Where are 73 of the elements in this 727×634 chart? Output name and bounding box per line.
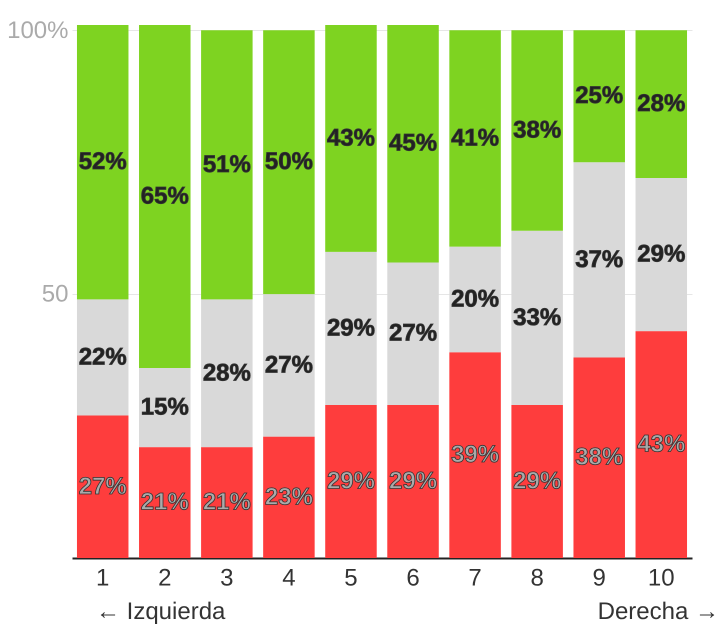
- data-label: 23%: [264, 483, 313, 510]
- data-label: 28%: [637, 90, 686, 118]
- x-tick-label: 10: [648, 564, 675, 592]
- bar: [449, 30, 501, 247]
- x-tick-label: 8: [530, 564, 544, 592]
- data-label: 51%: [202, 150, 251, 178]
- bar: [76, 25, 128, 300]
- bar: [263, 436, 315, 558]
- data-label: 33%: [513, 304, 562, 331]
- data-label: 27%: [264, 351, 313, 378]
- x-tick-label: 1: [96, 564, 110, 592]
- data-label: 29%: [326, 314, 375, 342]
- x-tick-label: 5: [344, 564, 358, 592]
- data-label: 29%: [326, 467, 375, 494]
- data-label: 27%: [78, 472, 127, 500]
- data-label: 21%: [202, 488, 251, 516]
- bar: [139, 447, 191, 558]
- bar: [636, 30, 688, 178]
- bar: [201, 30, 253, 300]
- text: Derecha →: [598, 598, 719, 626]
- data-label: 28%: [202, 359, 251, 386]
- bar: [511, 230, 563, 405]
- data-label: 20%: [451, 285, 500, 312]
- bar: [511, 30, 563, 231]
- data-label: 38%: [513, 116, 562, 144]
- data-label: 21%: [140, 488, 189, 516]
- data-label: 38%: [575, 444, 624, 471]
- data-label: 39%: [451, 441, 500, 468]
- bar: [263, 294, 315, 437]
- bar: [139, 25, 191, 368]
- bar: [573, 162, 625, 358]
- bar: [325, 404, 377, 558]
- bar: [511, 404, 563, 558]
- x-tick-label: 3: [220, 564, 234, 592]
- data-label: 43%: [326, 124, 375, 152]
- y-tick-label: 50: [42, 280, 68, 308]
- data-label: 29%: [513, 467, 562, 494]
- data-label: 65%: [140, 182, 189, 210]
- data-label: 25%: [575, 82, 624, 110]
- x-tick-label: 4: [282, 564, 296, 592]
- bar: [449, 352, 501, 558]
- x-tick-label: 7: [468, 564, 482, 592]
- x-tick-label: 2: [158, 564, 172, 592]
- data-label: 45%: [389, 130, 438, 157]
- bar: [325, 252, 377, 405]
- bar: [76, 299, 128, 416]
- bar: [325, 25, 377, 252]
- bar: [387, 262, 439, 405]
- data-label: 37%: [575, 246, 624, 273]
- text: ← Izquierda: [96, 598, 226, 626]
- data-label: 50%: [264, 148, 313, 176]
- bar: [201, 447, 253, 558]
- data-label: 22%: [78, 343, 127, 370]
- data-label: 29%: [637, 240, 686, 268]
- bar: [636, 331, 688, 558]
- bar: [76, 416, 128, 558]
- bar: [573, 357, 625, 558]
- y-tick-label: 100%: [7, 16, 68, 44]
- data-label: 27%: [389, 320, 438, 347]
- bar: [263, 30, 315, 294]
- data-label: 43%: [637, 430, 686, 458]
- data-label: 15%: [140, 394, 189, 421]
- bar: [573, 30, 625, 162]
- data-label: 29%: [389, 467, 438, 494]
- bar: [201, 299, 253, 448]
- x-tick-label: 9: [592, 564, 606, 592]
- data-label: 52%: [78, 148, 127, 176]
- bar: [449, 246, 501, 352]
- bar: [387, 25, 439, 262]
- bar: [387, 404, 439, 558]
- bar: [636, 178, 688, 332]
- data-label: 41%: [451, 124, 500, 152]
- x-tick-label: 6: [406, 564, 420, 592]
